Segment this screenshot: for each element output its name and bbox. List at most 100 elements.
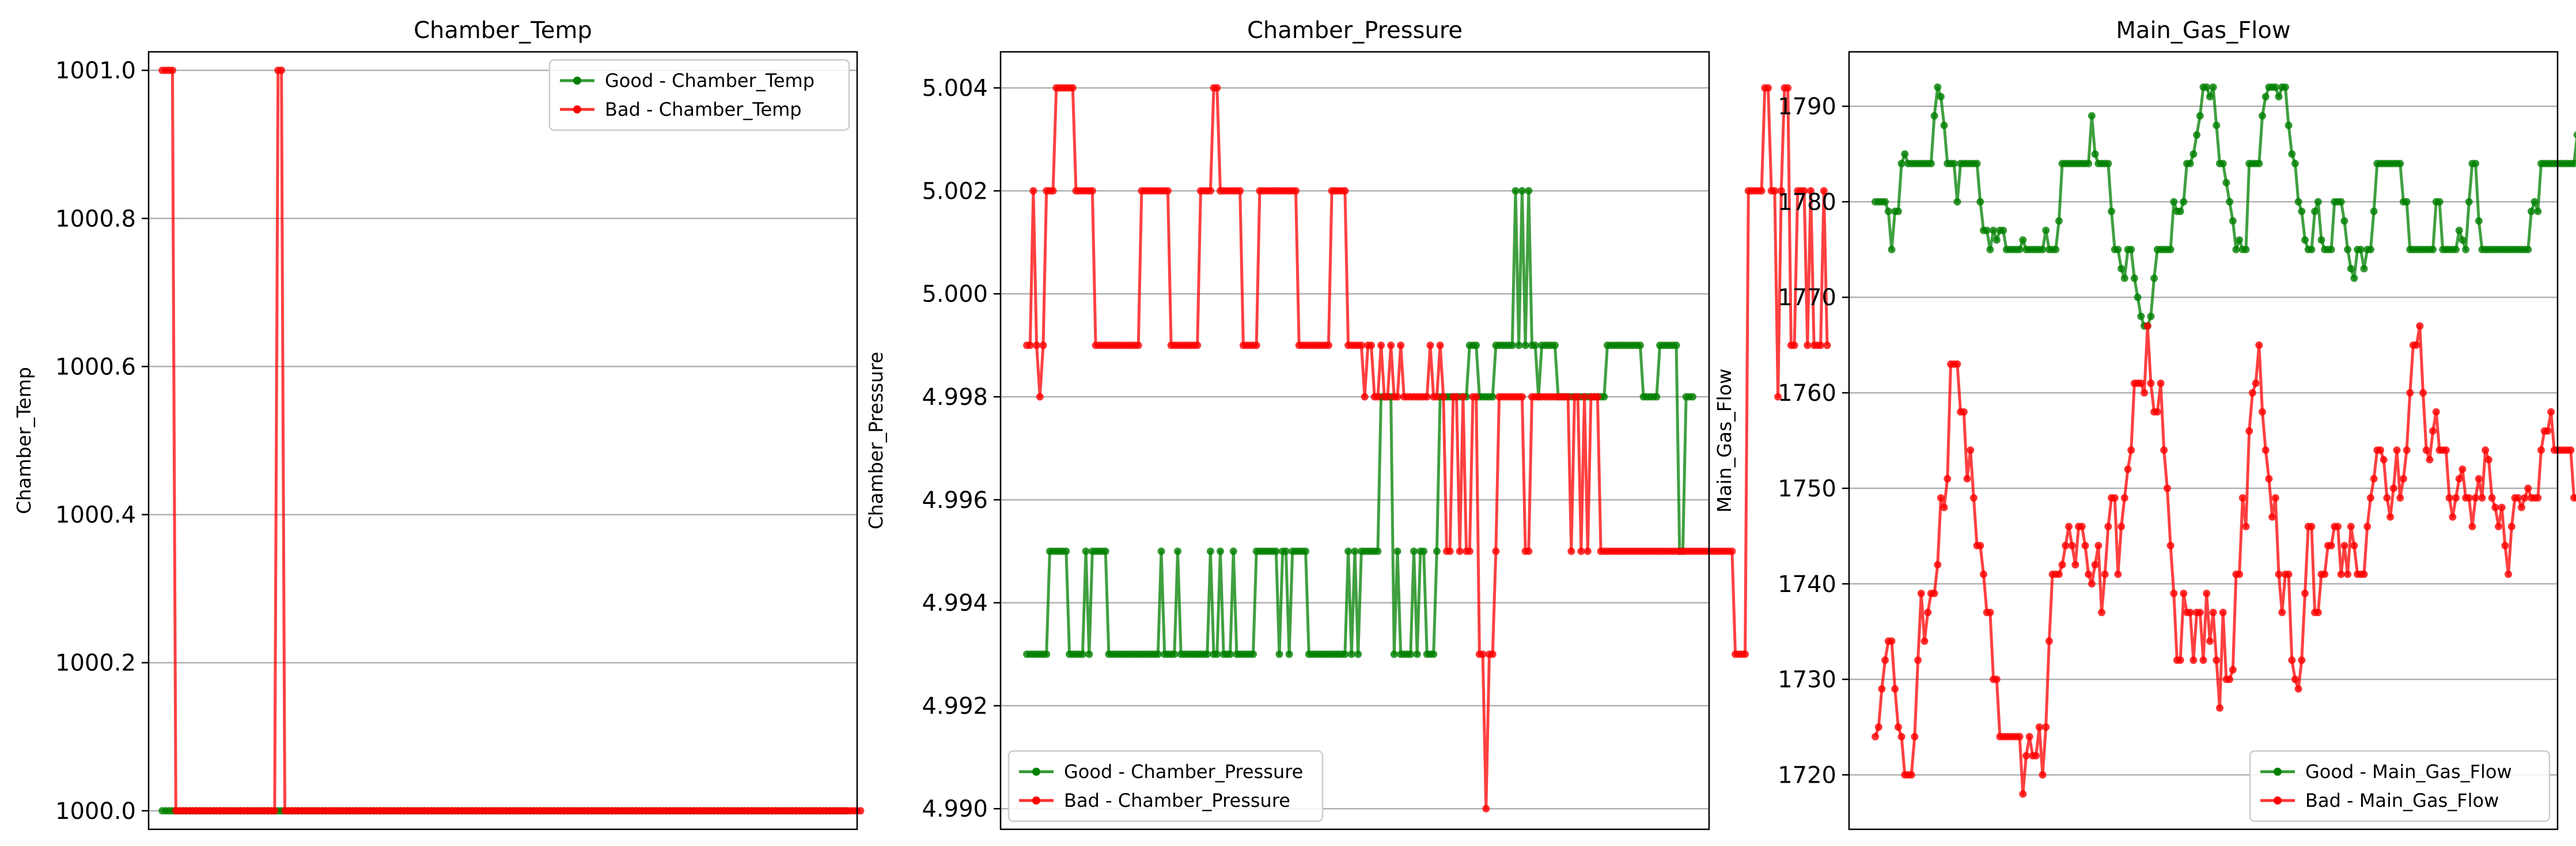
main-gas-flow-data-point — [2399, 475, 2407, 483]
main-gas-flow-ytick-label: 1750 — [1778, 476, 1836, 502]
chamber-pressure-data-point — [1036, 393, 1044, 401]
main-gas-flow-data-point — [1911, 733, 1919, 741]
chamber-pressure-data-point — [1741, 650, 1749, 658]
main-gas-flow-data-point — [2478, 494, 2486, 502]
chamber-pressure-ytick-label: 5.002 — [922, 178, 988, 204]
chamber-pressure-data-point — [1488, 393, 1497, 401]
main-gas-flow-data-point — [1934, 561, 1942, 569]
main-gas-flow-data-point — [2298, 207, 2306, 215]
chamber-pressure-data-point — [1387, 342, 1395, 350]
main-gas-flow-data-point — [1976, 198, 1984, 206]
main-gas-flow-data-point — [2370, 475, 2378, 483]
main-gas-flow-data-point — [2039, 245, 2047, 253]
chamber-pressure-data-point — [1354, 650, 1362, 658]
main-gas-flow-data-point — [2396, 494, 2404, 502]
main-gas-flow-data-point — [1980, 570, 1987, 578]
chamber-pressure-data-point — [1229, 547, 1237, 555]
chamber-temp-ytick-label: 1000.4 — [55, 502, 136, 529]
main-gas-flow-data-point — [2229, 666, 2237, 674]
main-gas-flow-data-point — [2534, 494, 2542, 502]
main-gas-flow-data-point — [2226, 198, 2234, 206]
main-gas-flow-legend: Good - Main_Gas_Flow Bad - Main_Gas_Flow — [2249, 750, 2551, 822]
main-gas-flow-data-point — [2219, 160, 2227, 168]
main-gas-flow-data-point — [2435, 198, 2444, 206]
chamber-pressure-data-point — [1206, 547, 1214, 555]
main-gas-flow-data-point — [2206, 93, 2214, 101]
main-gas-flow-legend-box — [2249, 750, 2551, 822]
main-gas-flow-data-point — [2452, 245, 2460, 253]
chamber-pressure-data-point — [1567, 547, 1575, 555]
chamber-temp-legend-swatch-marker — [573, 105, 581, 113]
chamber-pressure-data-point — [1157, 547, 1165, 555]
main-gas-flow-data-point — [2429, 427, 2437, 435]
chamber-pressure-data-point — [1217, 547, 1224, 555]
chamber-pressure-data-point — [1653, 393, 1661, 401]
main-gas-flow-data-point — [2347, 522, 2355, 530]
main-gas-flow-data-point — [2209, 609, 2217, 616]
main-gas-flow-data-point — [2042, 723, 2050, 731]
main-gas-flow-data-point — [2340, 541, 2348, 549]
main-gas-flow-data-point — [2537, 446, 2545, 454]
main-gas-flow-data-point — [2120, 274, 2128, 282]
main-gas-flow-data-point — [2294, 198, 2302, 206]
chamber-pressure-data-point — [1384, 393, 1392, 401]
main-gas-flow-data-point — [2455, 226, 2463, 234]
main-gas-flow-data-point — [2071, 561, 2079, 569]
main-gas-flow-data-point — [2238, 494, 2247, 502]
chamber-pressure-data-point — [1436, 342, 1444, 350]
chamber-pressure-data-point — [1420, 547, 1428, 555]
main-gas-flow-data-point — [1930, 112, 1938, 120]
chamber-pressure-series-bad — [1023, 84, 1831, 813]
main-gas-flow-data-point — [2117, 265, 2126, 272]
main-gas-flow-data-point — [2301, 589, 2309, 597]
chamber-pressure-data-point — [1377, 342, 1385, 350]
main-gas-flow-data-point — [2124, 465, 2132, 473]
main-gas-flow-data-point — [2085, 570, 2093, 578]
main-gas-flow-data-point — [2429, 245, 2437, 253]
main-gas-flow-data-point — [2337, 198, 2345, 206]
main-gas-flow-data-point — [2366, 494, 2374, 502]
chamber-pressure-data-point — [1511, 187, 1520, 195]
main-gas-flow-data-point — [2193, 131, 2201, 139]
chamber-pressure-data-point — [1581, 393, 1589, 401]
chamber-pressure-data-point — [1347, 650, 1355, 658]
main-gas-flow-data-point — [2268, 513, 2276, 521]
chamber-temp-title: Chamber_Temp — [414, 17, 592, 44]
chamber-pressure-data-point — [1302, 547, 1310, 555]
chamber-pressure-data-point — [1508, 342, 1516, 350]
chamber-pressure-data-point — [1033, 342, 1041, 350]
chamber-pressure-data-point — [1551, 342, 1559, 350]
main-gas-flow-data-point — [1872, 733, 1880, 741]
main-gas-flow-data-point — [2570, 160, 2576, 168]
main-gas-flow-data-point — [1969, 494, 1978, 502]
main-gas-flow-data-point — [2419, 389, 2427, 397]
main-gas-flow-data-point — [2055, 217, 2063, 225]
chamber-pressure-data-point — [1433, 393, 1441, 401]
main-gas-flow-data-point — [2288, 150, 2296, 158]
main-gas-flow-data-point — [2088, 580, 2096, 588]
main-gas-flow-data-point — [2206, 637, 2214, 645]
main-gas-flow-data-point — [2252, 380, 2260, 387]
main-gas-flow-data-point — [2327, 541, 2335, 549]
main-gas-flow-data-point — [1983, 226, 1991, 234]
main-gas-flow-data-point — [2114, 570, 2122, 578]
main-gas-flow-data-point — [2065, 522, 2073, 530]
main-gas-flow-data-point — [2403, 446, 2411, 454]
chamber-pressure-data-point — [1203, 650, 1211, 658]
main-gas-flow-data-point — [1940, 122, 1948, 130]
chamber-pressure-data-point — [1430, 650, 1438, 658]
main-gas-flow-ylabel: Main_Gas_Flow — [1713, 369, 1736, 513]
chamber-pressure-data-point — [1465, 547, 1473, 555]
chamber-temp-ytick-label: 1000.8 — [55, 206, 136, 232]
main-gas-flow-data-point — [2285, 570, 2293, 578]
chamber-pressure-data-point — [1817, 342, 1825, 350]
chamber-pressure-data-point — [1728, 547, 1736, 555]
chamber-temp-ytick-label: 1000.6 — [55, 354, 136, 380]
main-gas-flow-data-point — [2366, 245, 2374, 253]
chamber-pressure-ytick-label: 5.000 — [922, 281, 988, 308]
chamber-temp-data-point — [168, 66, 176, 74]
main-gas-flow-data-point — [2180, 589, 2188, 597]
main-gas-flow-data-point — [2166, 541, 2175, 549]
main-gas-flow-data-point — [2213, 656, 2221, 664]
